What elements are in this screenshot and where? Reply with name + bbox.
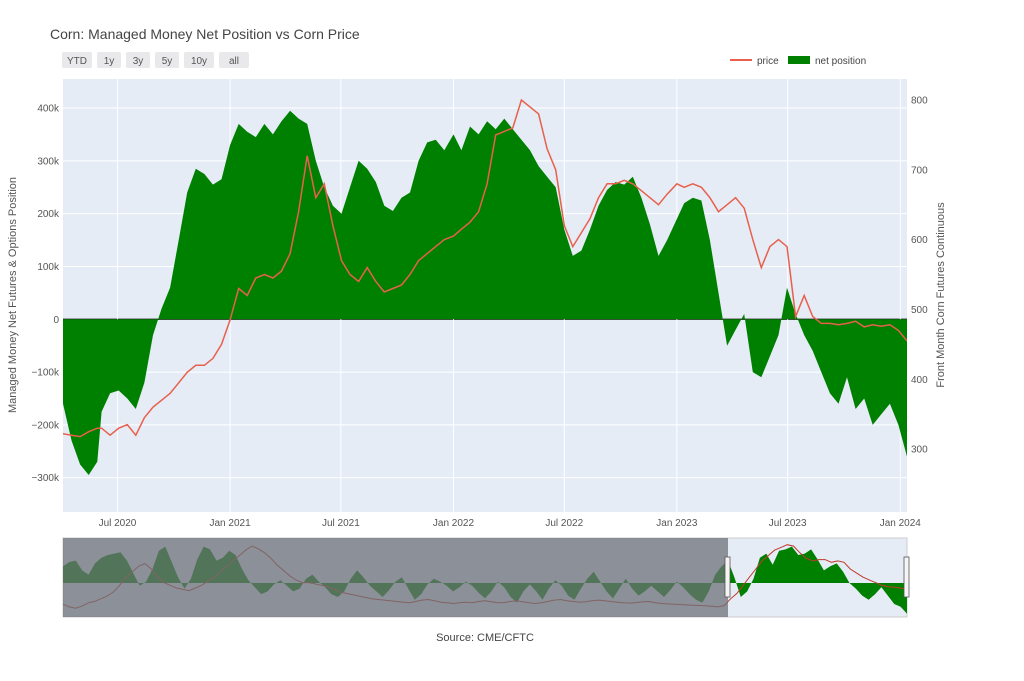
range-button-label: all [229,56,239,67]
range-button-label: 1y [104,56,115,67]
y-left-ticks: 400k 300k 200k 100k 0 −100k −200k −300k [31,104,60,485]
range-button-bg [155,52,179,68]
y-right-tick: 800 [911,95,928,106]
x-tick: Jan 2023 [656,518,698,529]
y-left-tick: −100k [31,368,60,379]
range-button-bg [62,52,92,68]
range-button-10y[interactable]: 10y [184,52,214,68]
y-right-tick: 700 [911,165,928,176]
range-button-label: 10y [191,56,207,67]
range-button-bg [184,52,214,68]
x-ticks: Jul 2020 Jan 2021 Jul 2021 Jan 2022 Jul 2022… [99,518,922,529]
y-right-label: Front Month Corn Futures Continuous [935,202,947,388]
x-tick: Jan 2021 [210,518,252,529]
y-left-tick: 0 [53,315,59,326]
range-button-label: 5y [162,56,173,67]
x-tick: Jul 2023 [769,518,807,529]
range-slider-left-handle[interactable] [724,556,731,598]
chart-title: Corn: Managed Money Net Position vs Corn… [50,26,360,42]
range-selector: YTD 1y 3y 5y 10y all [62,52,249,68]
range-button-all[interactable]: all [219,52,249,68]
x-tick: Jul 2020 [99,518,137,529]
x-tick: Jul 2021 [322,518,360,529]
y-right-tick: 500 [911,305,928,316]
legend-item-net-position[interactable]: net position [788,56,866,67]
y-left-tick: −200k [31,420,60,431]
range-button-1y[interactable]: 1y [97,52,121,68]
range-button-ytd[interactable]: YTD [62,52,92,68]
net-position-area [63,110,907,475]
y-left-tick: 400k [37,104,60,115]
y-right-ticks: 800 700 600 500 400 300 [911,95,928,455]
legend: price net position [730,56,866,67]
y-right-tick: 400 [911,375,928,386]
range-button-bg [97,52,121,68]
range-slider-right-handle[interactable] [903,556,910,598]
source-note: Source: CME/CFTC [436,632,534,644]
x-tick: Jul 2022 [545,518,583,529]
y-right-tick: 300 [911,445,928,456]
x-tick: Jan 2022 [433,518,475,529]
legend-item-price[interactable]: price [730,56,779,67]
y-left-tick: 300k [37,156,60,167]
range-button-label: YTD [67,56,87,67]
y-right-tick: 600 [911,235,928,246]
range-button-label: 3y [133,56,144,67]
legend-swatch [788,56,810,64]
x-tick: Jan 2024 [880,518,922,529]
y-left-label: Managed Money Net Futures & Options Posi… [7,177,19,413]
range-slider-mask [63,538,728,617]
y-left-tick: −300k [31,473,60,484]
legend-label: price [757,56,779,67]
y-left-tick: 200k [37,209,60,220]
range-button-bg [219,52,249,68]
y-left-tick: 100k [37,262,60,273]
range-slider[interactable] [62,537,910,618]
range-button-3y[interactable]: 3y [126,52,150,68]
price-line [63,98,907,438]
legend-label: net position [815,56,866,67]
range-button-5y[interactable]: 5y [155,52,179,68]
range-button-bg [126,52,150,68]
